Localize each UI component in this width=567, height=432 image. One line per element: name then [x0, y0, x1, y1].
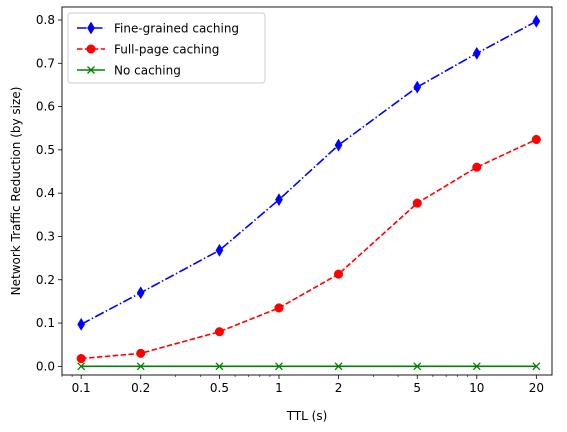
- data-point: [214, 327, 224, 337]
- data-point: [532, 362, 541, 371]
- data-point: [136, 286, 145, 300]
- legend-marker: [87, 21, 95, 35]
- y-tick-label: 0.5: [36, 143, 55, 157]
- x-tick-label: 0.2: [131, 381, 150, 395]
- series-no-caching: [77, 362, 541, 371]
- series-full-page-caching: [76, 134, 541, 364]
- data-point: [334, 138, 343, 152]
- data-point: [76, 353, 86, 364]
- x-tick-label: 20: [529, 381, 544, 395]
- legend-label: Fine-grained caching: [114, 22, 239, 36]
- legend-item: Full-page caching: [77, 43, 219, 57]
- data-point: [215, 362, 224, 371]
- x-tick-label: 0.1: [72, 381, 91, 395]
- x-tick-label: 2: [335, 381, 343, 395]
- data-point: [215, 243, 224, 257]
- y-tick-label: 0.2: [36, 273, 55, 287]
- data-point: [136, 348, 146, 358]
- data-point: [275, 193, 283, 207]
- x-axis-label: TTL (s): [286, 409, 328, 423]
- y-axis-label: Network Traffic Reduction (by size): [9, 87, 23, 296]
- data-point: [274, 303, 284, 313]
- y-tick-label: 0.7: [36, 56, 55, 70]
- data-point: [532, 14, 541, 28]
- legend-label: No caching: [114, 64, 181, 78]
- data-point: [472, 46, 481, 60]
- data-point: [472, 362, 481, 371]
- x-tick-label: 10: [469, 381, 484, 395]
- data-point: [472, 162, 482, 172]
- legend: Fine-grained caching Full-page caching No …: [67, 12, 266, 84]
- legend-label: Full-page caching: [114, 43, 219, 57]
- data-point: [412, 198, 422, 208]
- data-point: [333, 269, 344, 279]
- data-point: [531, 134, 541, 145]
- data-point: [275, 362, 283, 371]
- series-line: [81, 138, 537, 360]
- data-point: [413, 362, 422, 371]
- legend-item: No caching: [77, 64, 181, 78]
- y-tick-label: 0.4: [36, 186, 55, 200]
- y-tick-label: 0.1: [36, 316, 55, 330]
- data-point: [77, 317, 86, 331]
- plot-area-frame: [61, 6, 553, 376]
- data-point: [77, 362, 86, 371]
- y-tick-label: 0.0: [36, 359, 55, 373]
- y-tick-label: 0.6: [36, 100, 55, 114]
- series-line: [80, 20, 537, 326]
- x-tick-label: 1: [275, 381, 283, 395]
- data-point: [413, 80, 422, 94]
- legend-marker: [87, 66, 95, 74]
- y-tick-label: 0.3: [36, 229, 55, 243]
- data-point: [136, 362, 145, 371]
- legend-item: Fine-grained caching: [77, 22, 239, 36]
- plot-layer: [76, 14, 541, 371]
- data-point: [334, 362, 343, 371]
- series-fine-grained-caching: [77, 14, 541, 331]
- x-tick-label: 0.5: [210, 381, 229, 395]
- legend-box: [67, 12, 266, 84]
- axes-layer: 0.1 0.2 0.5 1 2 5 10 20 0.0 0.1 0.2 0.3 0.4 0.5 0.6 0.7…: [36, 13, 544, 395]
- x-tick-label: 5: [413, 381, 421, 395]
- legend-marker: [86, 44, 96, 54]
- y-tick-label: 0.8: [36, 13, 55, 27]
